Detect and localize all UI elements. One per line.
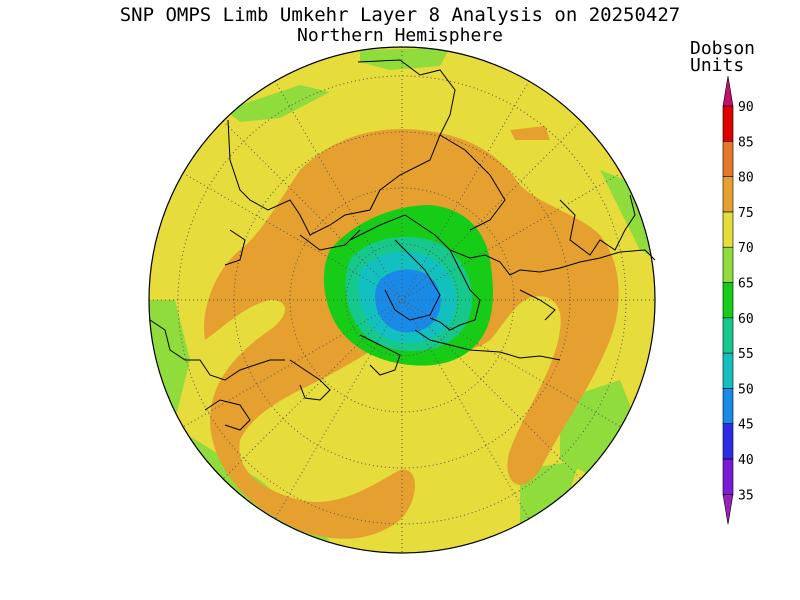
colorbar-tick-label: 85 bbox=[738, 135, 754, 150]
colorbar-band bbox=[722, 176, 734, 213]
map-boundary bbox=[148, 46, 656, 554]
map-title: SNP OMPS Limb Umkehr Layer 8 Analysis on… bbox=[119, 4, 681, 26]
colorbar-band bbox=[722, 282, 734, 319]
units-line-2: Units bbox=[690, 55, 745, 76]
colorbar-tick-label: 90 bbox=[738, 100, 754, 115]
colorbar-tick-label: 65 bbox=[738, 277, 754, 292]
colorbar-tick-label: 45 bbox=[738, 418, 754, 433]
colorbar-band bbox=[722, 423, 734, 460]
field-region-65-70 bbox=[520, 460, 580, 530]
colorbar-tick-label: 40 bbox=[738, 453, 754, 468]
colorbar-band bbox=[722, 211, 734, 248]
units-line-1: Dobson bbox=[690, 38, 756, 59]
coastlines bbox=[149, 59, 656, 431]
colorbar-band bbox=[722, 105, 734, 142]
colorbar-tick-label: 50 bbox=[738, 382, 754, 397]
field-region-75-80 bbox=[510, 126, 550, 140]
colorbar-tick-label: 35 bbox=[738, 488, 754, 503]
colorbar-band bbox=[722, 246, 734, 283]
map-subtitle: Northern Hemisphere bbox=[297, 25, 503, 46]
colorbar-band bbox=[722, 317, 734, 354]
field-region-65-70 bbox=[225, 85, 330, 122]
colorbar-band bbox=[722, 458, 734, 495]
colorbar-tick-label: 70 bbox=[738, 241, 754, 256]
colorbar-tick-label: 60 bbox=[738, 312, 754, 327]
field-region-65-70 bbox=[360, 48, 450, 70]
colorbar-tick-label: 75 bbox=[738, 206, 754, 221]
colorbar-band bbox=[722, 352, 734, 389]
colorbar-tick-label: 80 bbox=[738, 171, 754, 186]
colorbar-band bbox=[722, 141, 734, 177]
colorbar-tick-label: 55 bbox=[738, 347, 754, 362]
colorbar-band bbox=[722, 493, 734, 525]
colorbar-band bbox=[722, 75, 734, 107]
graticule bbox=[149, 47, 655, 553]
colorbar-bands bbox=[722, 75, 734, 525]
colorbar-units-label: Dobson Units bbox=[690, 38, 756, 76]
colorbar-ticks: 35 40 45 50 55 60 65 70 75 80 85 90 bbox=[738, 100, 754, 503]
colorbar-band bbox=[722, 388, 734, 424]
